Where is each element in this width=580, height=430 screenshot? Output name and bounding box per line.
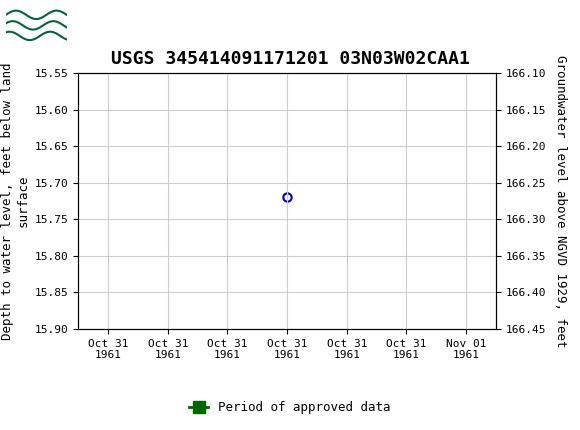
Text: USGS: USGS xyxy=(78,16,138,35)
Legend: Period of approved data: Period of approved data xyxy=(184,396,396,419)
Y-axis label: Depth to water level, feet below land
surface: Depth to water level, feet below land su… xyxy=(1,62,29,340)
Text: USGS 345414091171201 03N03W02CAA1: USGS 345414091171201 03N03W02CAA1 xyxy=(111,50,469,68)
Y-axis label: Groundwater level above NGVD 1929, feet: Groundwater level above NGVD 1929, feet xyxy=(554,55,567,347)
FancyBboxPatch shape xyxy=(5,4,63,47)
